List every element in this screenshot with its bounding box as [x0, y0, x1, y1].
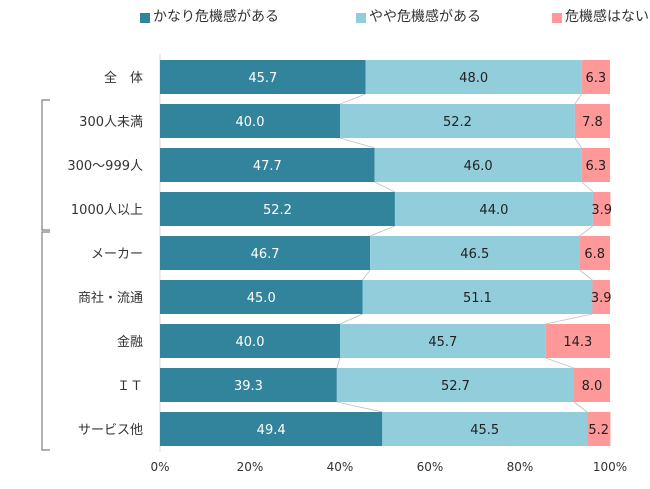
series-connector-line [579, 269, 593, 281]
bar-segment [579, 236, 610, 270]
data-label: 52.2 [443, 115, 472, 130]
group-bracket [41, 231, 50, 451]
data-label: 45.7 [248, 71, 277, 86]
x-tick-label: 20% [237, 460, 264, 474]
bar-segment [592, 192, 611, 226]
bar-segment [581, 60, 610, 94]
category-label: 300人未満 [79, 115, 143, 130]
bar-segment [581, 148, 610, 182]
data-label: 40.0 [236, 115, 265, 130]
series-connector-line [579, 225, 594, 237]
data-label: 52.7 [441, 379, 470, 394]
data-label: 44.0 [479, 203, 508, 218]
series-connector-line [374, 181, 396, 193]
data-label: 14.3 [563, 335, 592, 350]
bar-segment [592, 280, 610, 314]
bar-segment [336, 368, 574, 402]
data-label: 3.9 [591, 291, 612, 306]
bar-segment [160, 192, 395, 226]
data-label: 51.1 [463, 291, 492, 306]
legend-label: やや危機感がある [369, 9, 481, 25]
category-label: 300～999人 [67, 159, 143, 174]
series-connector-line [574, 137, 582, 149]
category-label: 全 体 [104, 70, 143, 86]
data-label: 5.2 [588, 423, 609, 438]
legend-swatch [552, 12, 562, 23]
legend-item: かなり危機感がある [140, 6, 279, 26]
legend-label: 危機感はない [565, 9, 649, 25]
data-label: 49.4 [257, 423, 286, 438]
bar-segment [160, 236, 371, 270]
data-label: 6.3 [585, 159, 606, 174]
data-label: 47.7 [253, 159, 282, 174]
x-tick-label: 60% [417, 460, 444, 474]
data-label: 46.5 [460, 247, 489, 262]
series-connector-line [370, 225, 396, 237]
bar-segment [160, 280, 363, 314]
x-tick-label: 100% [593, 460, 627, 474]
data-label: 52.2 [263, 203, 292, 218]
x-tick-label: 80% [507, 460, 534, 474]
data-label: 46.0 [464, 159, 493, 174]
data-label: 7.8 [582, 115, 603, 130]
legend-label: かなり危機感がある [153, 9, 279, 25]
x-tick-label: 40% [327, 460, 354, 474]
x-tick-label: 0% [150, 460, 169, 474]
bar-segment [340, 104, 575, 138]
data-label: 46.7 [251, 247, 280, 262]
bar-segment [574, 104, 610, 138]
bar-segment [374, 148, 582, 182]
category-label: メーカー [91, 247, 143, 262]
bar-segment [160, 412, 383, 446]
bar-segment [160, 104, 340, 138]
data-label: 39.3 [234, 379, 263, 394]
bar-segment [365, 60, 582, 94]
category-label: 商社・流通 [78, 290, 143, 306]
category-label: ＩＴ [117, 379, 143, 394]
series-connector-line [581, 181, 594, 193]
data-label: 8.0 [582, 379, 603, 394]
chart-legend: かなり危機感がある やや危機感がある 危機感はない [0, 6, 650, 28]
group-bracket [41, 99, 50, 231]
data-label: 45.7 [428, 335, 457, 350]
bar-segment [382, 412, 588, 446]
series-connector-line [574, 93, 582, 105]
category-label: 金融 [117, 334, 143, 350]
bar-segment [340, 324, 546, 358]
bar-segment [160, 148, 375, 182]
bar-segment [160, 324, 340, 358]
bar-segment [362, 280, 593, 314]
series-connector-line [573, 401, 588, 413]
legend-item: やや危機感がある [356, 6, 481, 26]
bar-segment [574, 368, 610, 402]
series-connector-line [339, 93, 366, 105]
series-connector-line [362, 269, 371, 281]
series-connector-line [336, 401, 383, 413]
data-label: 40.0 [236, 335, 265, 350]
data-label: 6.3 [585, 71, 606, 86]
series-connector-line [336, 357, 341, 369]
category-label: サービス他 [78, 423, 143, 438]
legend-item: 危機感はない [552, 6, 649, 26]
series-connector-line [545, 313, 593, 325]
data-label: 45.5 [470, 423, 499, 438]
bar-segment [160, 60, 366, 94]
bar-segment [394, 192, 593, 226]
data-label: 45.0 [247, 291, 276, 306]
series-connector-line [339, 137, 375, 149]
bar-segment [160, 368, 337, 402]
data-label: 6.8 [584, 247, 605, 262]
data-label: 48.0 [459, 71, 488, 86]
legend-swatch [140, 12, 150, 23]
bar-segment [587, 412, 611, 446]
category-label: 1000人以上 [71, 203, 143, 218]
legend-swatch [356, 12, 366, 23]
bar-segment [545, 324, 610, 358]
series-connector-line [339, 313, 363, 325]
bar-segment [370, 236, 580, 270]
data-label: 3.9 [591, 203, 612, 218]
series-connector-line [545, 357, 575, 369]
